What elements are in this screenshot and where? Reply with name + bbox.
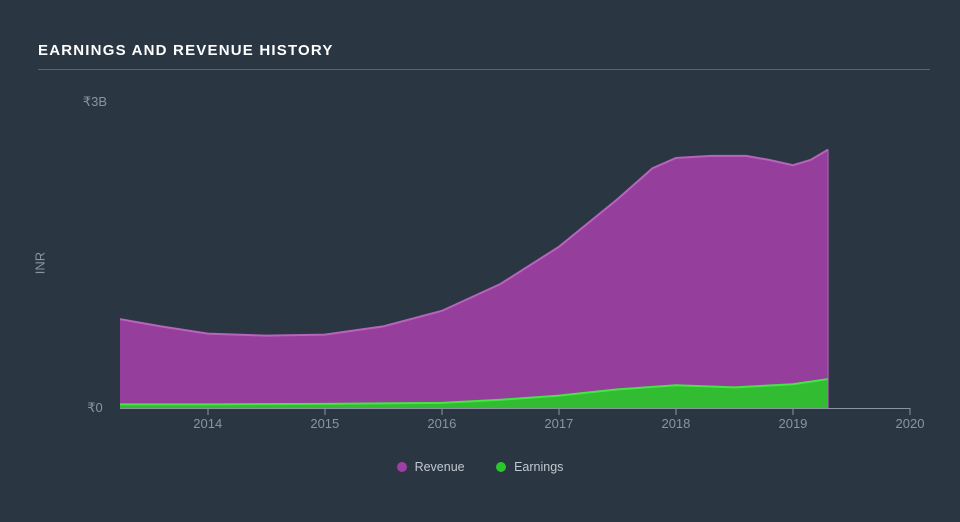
x-tick-mark — [792, 408, 793, 415]
area-chart-svg — [120, 98, 910, 408]
x-tick-label: 2015 — [310, 416, 339, 431]
x-tick-mark — [675, 408, 676, 415]
chart-title: EARNINGS AND REVENUE HISTORY — [38, 42, 930, 70]
y-tick-label: ₹0 — [87, 400, 103, 416]
legend-item-earnings: Earnings — [496, 460, 563, 474]
legend-item-revenue: Revenue — [397, 460, 465, 474]
plot-region — [120, 98, 910, 408]
x-tick-label: 2020 — [896, 416, 925, 431]
legend-swatch-earnings — [496, 462, 506, 472]
x-tick-label: 2014 — [193, 416, 222, 431]
x-tick-label: 2018 — [661, 416, 690, 431]
x-tick-label: 2016 — [427, 416, 456, 431]
y-axis-title: INR — [33, 252, 48, 274]
legend-label: Earnings — [514, 460, 563, 474]
x-tick-mark — [558, 408, 559, 415]
chart-area: INR ₹3B ₹0 2014201520162017201820192020 — [60, 78, 940, 448]
x-tick-mark — [324, 408, 325, 415]
x-tick-label: 2019 — [778, 416, 807, 431]
x-tick-mark — [910, 408, 911, 415]
x-tick-label: 2017 — [544, 416, 573, 431]
y-tick-label: ₹3B — [83, 94, 107, 110]
x-tick-mark — [207, 408, 208, 415]
x-tick-mark — [441, 408, 442, 415]
legend-label: Revenue — [415, 460, 465, 474]
series-area-revenue — [120, 150, 828, 408]
legend: Revenue Earnings — [30, 460, 930, 475]
legend-swatch-revenue — [397, 462, 407, 472]
